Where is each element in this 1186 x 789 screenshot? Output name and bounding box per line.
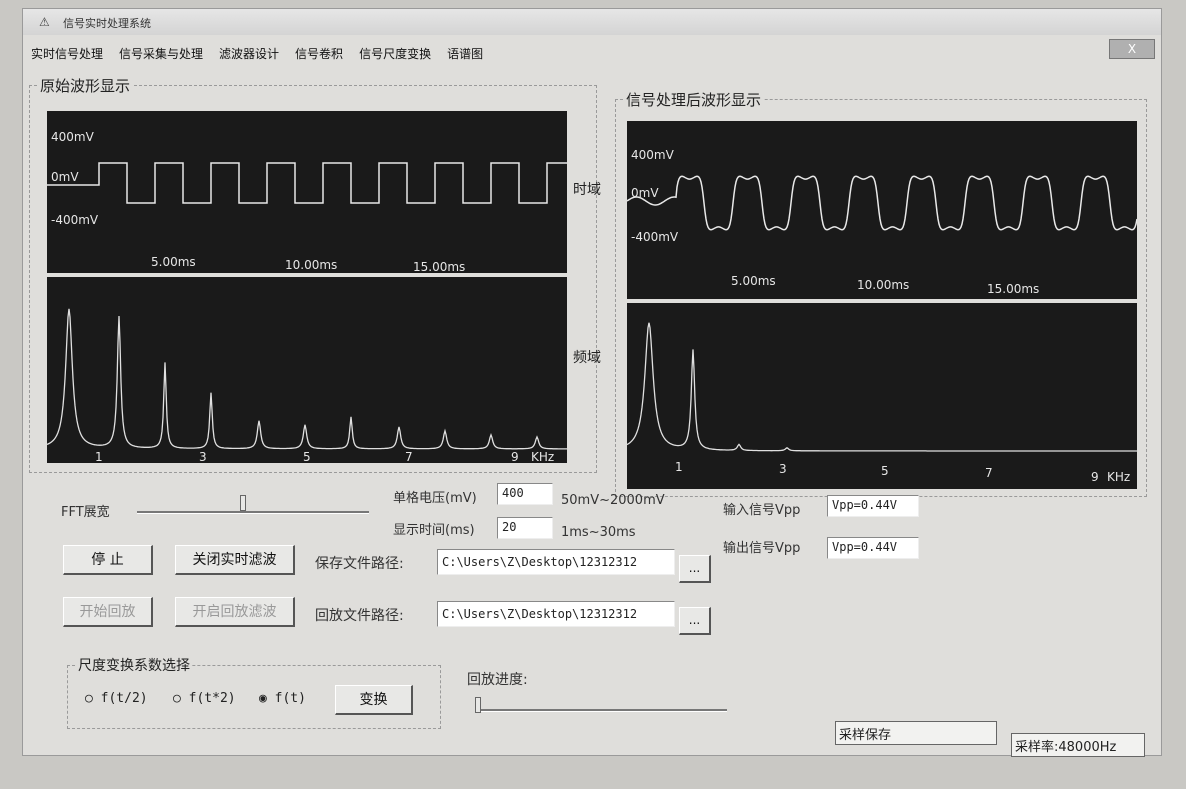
start-playback-button[interactable]: 开始回放 (63, 597, 153, 627)
playback-progress-track[interactable] (475, 709, 727, 712)
proc-f-unit: KHz (1107, 470, 1130, 484)
orig-f3: 3 (199, 450, 207, 463)
proc-v-top: 400mV (631, 148, 675, 162)
original-freq-plot: 1 3 5 7 9 KHz (47, 308, 567, 463)
proc-v-bot: -400mV (631, 230, 679, 244)
save-path-label: 保存文件路径: (315, 556, 404, 572)
stop-button[interactable]: 停 止 (63, 545, 153, 575)
open-playback-filter-button[interactable]: 开启回放滤波 (175, 597, 295, 627)
orig-v-mid: 0mV (51, 170, 79, 184)
original-waveform-group: 原始波形显示 (29, 75, 597, 473)
processed-time-scope: 400mV 0mV -400mV 5.00ms 10.00ms 15.00ms (627, 121, 1137, 299)
output-signal-value: Vpp=0.44V (827, 537, 919, 559)
app-window: ⚠ 信号实时处理系统 X 实时信号处理 信号采集与处理 滤波器设计 信号卷积 信… (22, 8, 1162, 757)
scale-group: 尺度变换系数选择 (67, 655, 441, 729)
menu-scale-transform[interactable]: 信号尺度变换 (359, 47, 432, 61)
processed-freq-scope: 1 3 5 7 9 KHz (627, 303, 1137, 489)
window-title: 信号实时处理系统 (63, 17, 151, 30)
fft-slider-thumb[interactable] (239, 495, 246, 511)
close-realtime-filter-button[interactable]: 关闭实时滤波 (175, 545, 295, 575)
sample-rate-status: 采样率:48000Hz (1011, 733, 1145, 757)
proc-t2: 10.00ms (857, 278, 909, 292)
processed-waveform-title: 信号处理后波形显示 (624, 89, 764, 110)
title-bar: ⚠ 信号实时处理系统 (23, 9, 1161, 35)
app-icon: ⚠ (39, 15, 50, 29)
proc-t1: 5.00ms (731, 274, 776, 288)
orig-v-bot: -400mV (51, 213, 99, 227)
playback-path-input[interactable]: C:\Users\Z\Desktop\12312312 (437, 601, 675, 627)
orig-t1: 5.00ms (151, 255, 196, 269)
time-input[interactable]: 20 (497, 517, 553, 539)
processed-time-plot: 400mV 0mV -400mV 5.00ms 10.00ms 15.00ms (627, 148, 1137, 296)
menu-realtime[interactable]: 实时信号处理 (31, 47, 104, 61)
radio-t-double[interactable]: ○ f(t*2) (173, 691, 236, 706)
proc-f9: 9 (1091, 470, 1099, 484)
orig-t3: 15.00ms (413, 260, 465, 273)
orig-t2: 10.00ms (285, 258, 337, 272)
menu-acquire[interactable]: 信号采集与处理 (119, 47, 204, 61)
volt-input[interactable]: 400 (497, 483, 553, 505)
original-time-scope: 400mV 0mV -400mV 5.00ms 10.00ms 15.00ms (47, 111, 567, 273)
save-browse-button[interactable]: ... (679, 555, 711, 583)
original-freq-scope: 1 3 5 7 9 KHz (47, 277, 567, 463)
orig-v-top: 400mV (51, 130, 95, 144)
proc-v-mid: 0mV (631, 186, 659, 200)
transform-button[interactable]: 变换 (335, 685, 413, 715)
radio-t-half-label: f(t/2) (100, 691, 148, 706)
volt-label: 单格电压(mV) (393, 491, 477, 506)
sample-save-status: 采样保存 (835, 721, 997, 745)
playback-progress-thumb[interactable] (475, 697, 481, 713)
playback-progress-label: 回放进度: (467, 672, 528, 688)
time-domain-label: 时域 (573, 182, 601, 198)
output-signal-label: 输出信号Vpp (723, 541, 801, 556)
proc-f1: 1 (675, 460, 683, 474)
playback-browse-button[interactable]: ... (679, 607, 711, 635)
proc-f3: 3 (779, 462, 787, 476)
original-freq-trace (47, 308, 567, 450)
fft-label: FFT展宽 (61, 505, 110, 520)
volt-range: 50mV~2000mV (561, 493, 665, 508)
orig-f7: 7 (405, 450, 413, 463)
menu-spectrogram[interactable]: 语谱图 (447, 47, 484, 61)
radio-t-half[interactable]: ○ f(t/2) (85, 691, 148, 706)
orig-f-unit: KHz (531, 450, 554, 463)
time-label: 显示时间(ms) (393, 523, 475, 538)
proc-t3: 15.00ms (987, 282, 1039, 296)
scale-group-title: 尺度变换系数选择 (76, 655, 192, 675)
proc-f7: 7 (985, 466, 993, 480)
radio-t-double-label: f(t*2) (188, 691, 236, 706)
playback-path-label: 回放文件路径: (315, 608, 404, 624)
processed-freq-trace (627, 322, 1137, 452)
close-button[interactable]: X (1109, 39, 1155, 59)
menu-filter-design[interactable]: 滤波器设计 (219, 47, 280, 61)
fft-slider-track[interactable] (137, 511, 369, 514)
original-waveform-title: 原始波形显示 (38, 75, 133, 96)
original-time-trace (47, 162, 567, 204)
processed-freq-plot: 1 3 5 7 9 KHz (627, 322, 1137, 484)
radio-t-label: f(t) (274, 691, 306, 706)
input-signal-label: 输入信号Vpp (723, 503, 801, 518)
time-range: 1ms~30ms (561, 525, 636, 540)
menu-convolution[interactable]: 信号卷积 (295, 47, 344, 61)
menu-bar: 实时信号处理 信号采集与处理 滤波器设计 信号卷积 信号尺度变换 语谱图 (23, 43, 1161, 65)
save-path-input[interactable]: C:\Users\Z\Desktop\12312312 (437, 549, 675, 575)
orig-f9: 9 (511, 450, 519, 463)
original-time-plot: 400mV 0mV -400mV 5.00ms 10.00ms 15.00ms (47, 130, 567, 273)
freq-domain-label: 频域 (573, 350, 601, 366)
radio-t[interactable]: ◉ f(t) (259, 691, 306, 706)
proc-f5: 5 (881, 464, 889, 478)
input-signal-value: Vpp=0.44V (827, 495, 919, 517)
processed-time-trace (627, 175, 1137, 231)
orig-f5: 5 (303, 450, 311, 463)
orig-f1: 1 (95, 450, 103, 463)
